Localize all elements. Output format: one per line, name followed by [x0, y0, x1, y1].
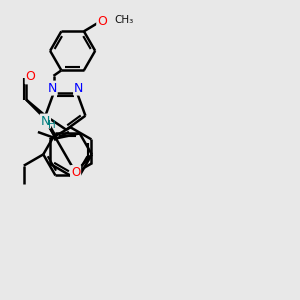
Text: CH₃: CH₃ — [115, 14, 134, 25]
Text: N: N — [41, 115, 50, 128]
Text: N: N — [47, 82, 57, 94]
Text: O: O — [26, 70, 36, 83]
Text: N: N — [74, 82, 83, 94]
Text: O: O — [71, 166, 80, 179]
Text: O: O — [97, 14, 107, 28]
Text: H: H — [48, 120, 56, 130]
